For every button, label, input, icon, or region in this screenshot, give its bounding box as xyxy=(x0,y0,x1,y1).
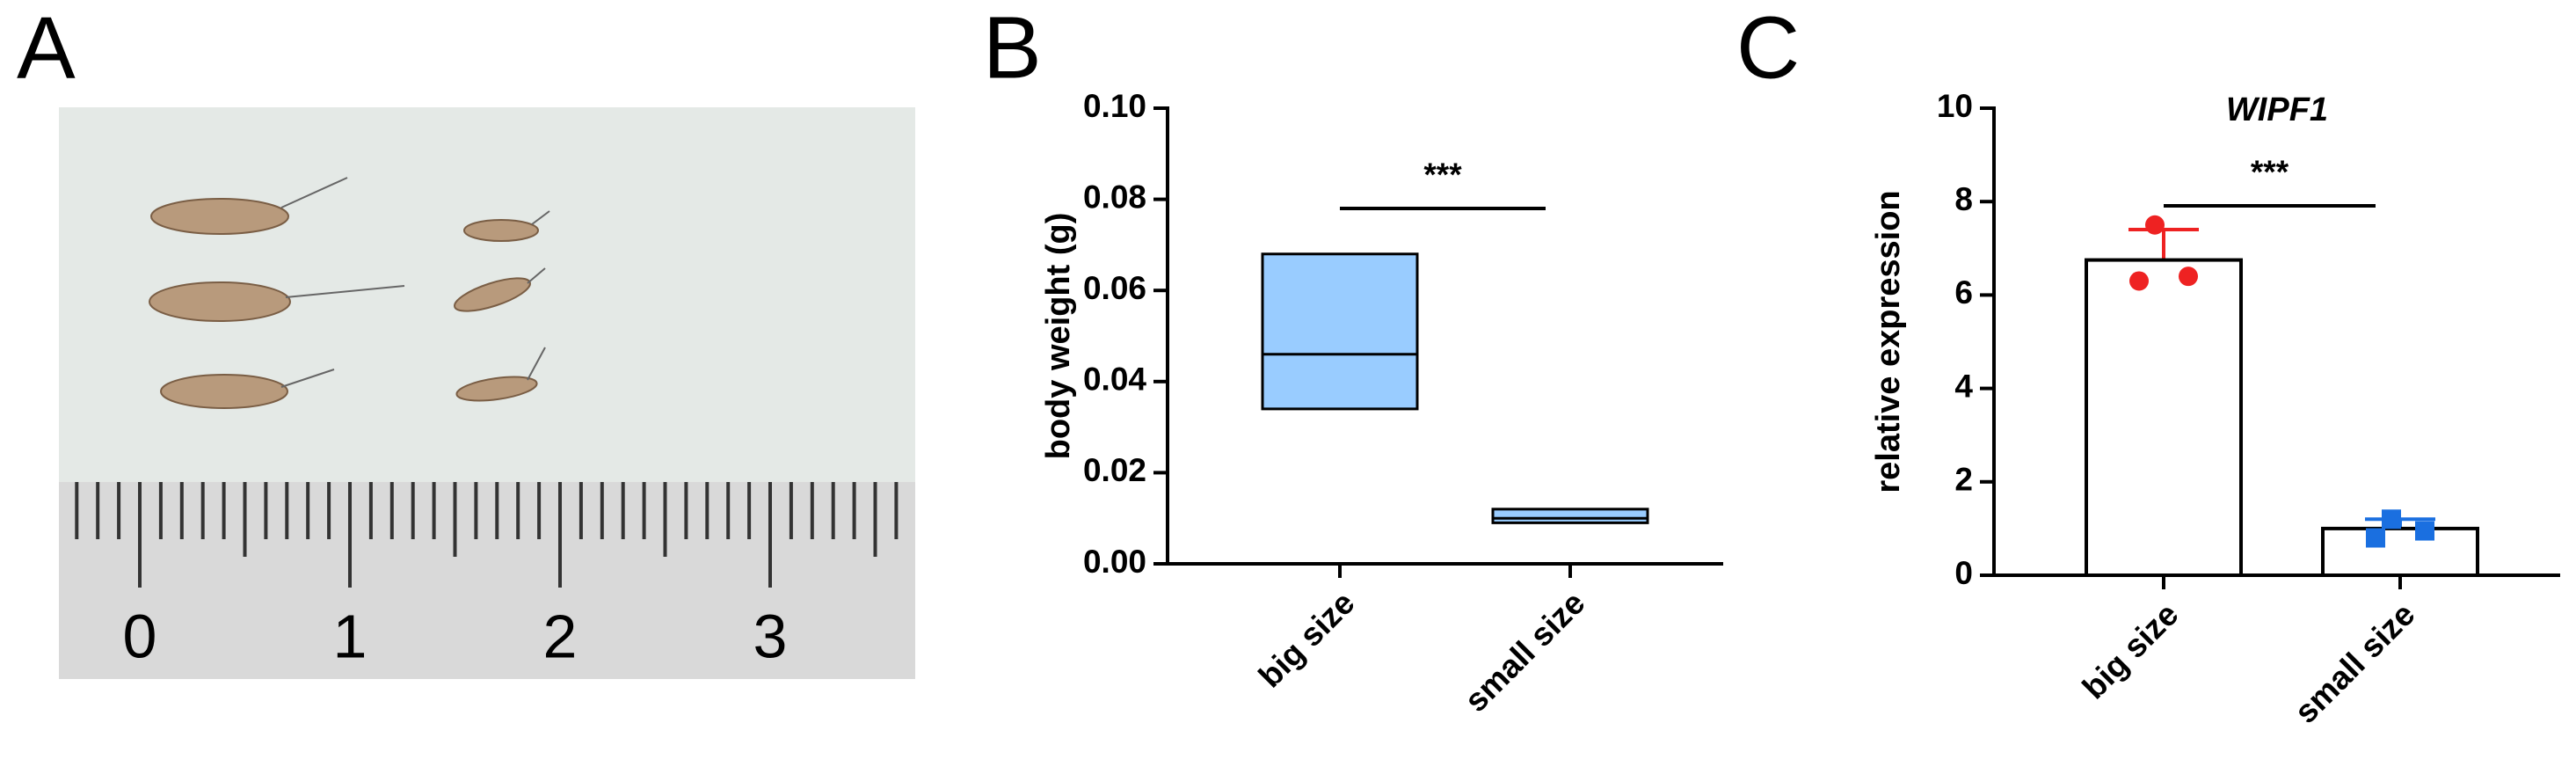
panel-label: A xyxy=(17,0,76,97)
specimens xyxy=(149,198,539,409)
y-tick-label: 0.06 xyxy=(1083,270,1146,306)
ruler-ticks xyxy=(75,482,899,588)
specimen xyxy=(160,374,288,409)
x-tick-label: big size xyxy=(1252,585,1362,695)
bar xyxy=(2321,526,2479,578)
panel-label: B xyxy=(983,0,1042,97)
ruler-label: 0 xyxy=(123,602,157,670)
y-tick-label: 2 xyxy=(1954,462,1973,498)
y-tick-label: 0.00 xyxy=(1083,544,1146,580)
x-tick-label: big size xyxy=(2076,596,2186,706)
y-tick-label: 4 xyxy=(1954,368,1973,404)
specimen xyxy=(454,277,531,312)
antennae xyxy=(280,177,550,388)
y-tick-label: 0.02 xyxy=(1083,452,1146,488)
data-point xyxy=(2129,271,2149,291)
data-point xyxy=(2366,528,2385,548)
y-tick-label: 0.10 xyxy=(1083,88,1146,124)
significance-label: *** xyxy=(1423,157,1462,193)
data-point xyxy=(2145,215,2165,235)
y-tick-label: 8 xyxy=(1954,181,1973,217)
specimen xyxy=(150,198,289,235)
y-tick-label: 0.08 xyxy=(1083,179,1146,215)
y-axis-label: body weight (g) xyxy=(1040,213,1077,460)
y-axis-label: relative expression xyxy=(1870,190,1907,493)
range-box xyxy=(1491,508,1649,524)
chart-title: WIPF1 xyxy=(2226,91,2328,128)
x-tick-label: small size xyxy=(2288,596,2422,731)
specimen xyxy=(455,376,538,402)
ruler-label: 1 xyxy=(333,602,367,670)
significance-label: *** xyxy=(2251,154,2289,190)
specimen xyxy=(149,281,291,322)
y-tick-label: 0.04 xyxy=(1083,362,1146,398)
ruler-label: 3 xyxy=(753,602,788,670)
specimen xyxy=(463,219,539,242)
y-tick-label: 6 xyxy=(1954,274,1973,310)
data-point xyxy=(2179,267,2198,287)
y-tick-label: 0 xyxy=(1954,555,1973,591)
y-tick-label: 10 xyxy=(1937,88,1973,124)
bar xyxy=(2085,258,2243,577)
data-point xyxy=(2382,509,2401,530)
panel-label: C xyxy=(1736,0,1800,97)
data-point xyxy=(2415,521,2434,541)
range-box xyxy=(1261,252,1419,411)
x-tick-label: small size xyxy=(1458,585,1592,720)
ruler-label: 2 xyxy=(543,602,578,670)
photo xyxy=(59,107,915,679)
